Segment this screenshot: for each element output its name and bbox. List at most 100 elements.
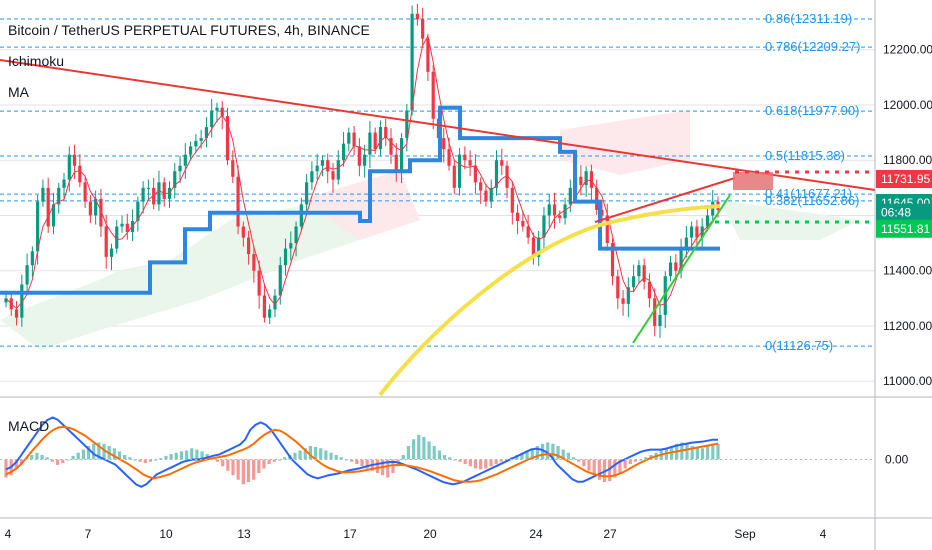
candle-body [542,215,546,238]
candle-body [51,204,56,227]
macd-histogram-bar [293,452,297,460]
candle-body [283,248,288,266]
macd-histogram-bar [138,459,142,462]
candle-body [305,182,309,205]
candle-body [384,127,388,139]
candle-body [547,204,551,216]
candle-body [394,154,398,172]
candle-body [94,198,98,216]
candle-body [595,187,599,210]
macd-histogram-bar [246,459,251,482]
candle-body [320,160,325,166]
macd-histogram-bar [117,451,122,460]
candle-body [57,187,61,205]
candle-body [368,132,372,155]
macd-histogram-bar [535,446,540,460]
candle-body [415,13,419,20]
macd-histogram-bar [592,459,596,476]
macd-histogram-bar [484,459,488,469]
candle-body [626,287,630,304]
candle-body [36,201,40,252]
candle-body [252,254,256,271]
macd-histogram-bar [406,446,411,460]
macd-histogram-bar [61,459,65,464]
candle-body [152,187,156,205]
macd-histogram-bar [226,459,230,471]
macd-histogram-bar [375,459,380,473]
cloud-area [720,200,860,240]
macd-histogram-bar [386,459,390,478]
candle-body [484,190,488,202]
y-tick-label: 11800.00 [883,153,932,167]
x-tick-label: 4 [5,527,12,541]
candle-body [500,160,504,166]
fib-level-label: 0.382(11652.86) [765,193,859,208]
candle-body [531,237,536,257]
macd-histogram-bar [319,448,323,460]
macd-histogram-bar [644,457,648,460]
candle-body [225,116,230,161]
macd-histogram-bar [422,437,426,460]
price-badge-label: 06:48 [881,206,911,220]
candle-body [199,138,203,141]
macd-histogram-bar [200,451,204,460]
y-tick-label: 11400.00 [883,264,932,278]
fib-level-label: 0.618(11977.90) [765,103,859,118]
macd-histogram-bar [427,441,431,460]
macd-histogram-bar [339,457,343,460]
macd-histogram-bar [45,457,49,460]
candle-body [479,182,483,191]
macd-histogram-bar [350,459,354,462]
macd-histogram-bar [355,459,359,464]
candle-body [410,13,414,111]
fib-level-label: 0(11126.75) [765,338,833,353]
candle-body [257,270,261,296]
macd-histogram-bar [597,459,601,480]
macd-histogram-bar [252,459,256,480]
macd-histogram-bar [313,446,318,460]
macd-histogram-bar [711,445,715,460]
candle-body [653,298,657,326]
y-tick-label: 11200.00 [883,319,932,333]
candle-body [642,265,646,282]
price-badge [876,170,932,189]
macd-label[interactable]: MACD [8,418,50,434]
descending-trendline [0,59,876,191]
candle-body [247,237,251,255]
candle-body [20,284,24,318]
candle-body [552,204,557,216]
candle-body [679,248,683,271]
macd-histogram-bar [303,448,307,460]
candle-body [589,171,594,188]
candle-body [426,38,430,72]
macd-histogram-bar [442,455,447,460]
x-tick-label: 27 [603,527,617,541]
indicator-ichimoku-label[interactable]: Ichimoku [8,53,65,69]
candle-body [268,309,272,318]
macd-histogram-bar [561,449,565,460]
macd-histogram-bar [473,459,478,469]
fib-level-label: 0.786(12209.27) [765,39,860,54]
fib-retracement: 0.86(12311.19) 0.786(12209.27) 0.618(11977… [0,11,875,353]
indicator-ma-label[interactable]: MA [8,84,29,100]
candle-body [452,165,456,188]
macd-histogram-bar [458,459,462,462]
macd-histogram-bar [628,459,632,464]
candle-body [457,154,462,188]
macd-histogram-bar [623,459,627,469]
candle-body [294,226,298,244]
macd-histogram-bar [148,459,153,462]
macd-histogram-bar [231,459,235,476]
candle-body [99,198,103,227]
macd-histogram-bar [97,442,101,460]
macd-line [5,416,718,488]
fib-level-label: 0.5(11815.38) [765,148,845,163]
candle-body [183,154,187,166]
macd-histogram-bar [334,455,338,460]
macd-histogram-bar [272,459,276,462]
candle-body [421,19,425,39]
macd-histogram-bar [283,457,287,460]
macd-histogram-bar [221,459,225,467]
